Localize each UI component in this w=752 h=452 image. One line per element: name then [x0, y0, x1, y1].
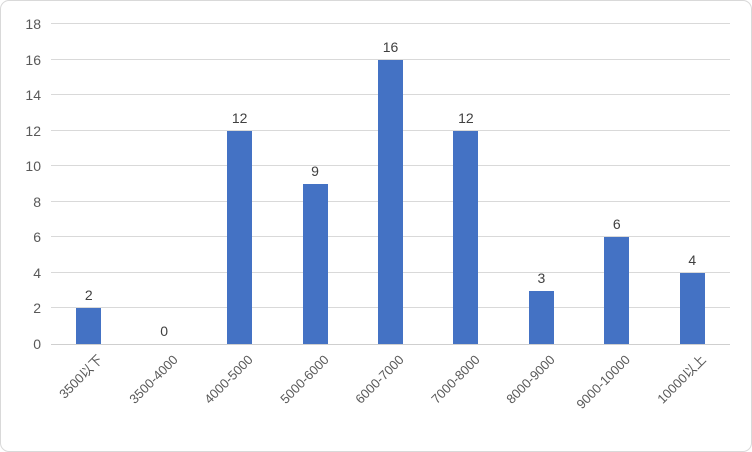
bar-value-label: 0 — [160, 323, 169, 339]
x-axis-label: 3500-4000 — [126, 352, 181, 407]
x-axis-label: 4000-5000 — [201, 352, 257, 407]
bar-value-label: 2 — [84, 287, 93, 304]
bar-value-label: 3 — [537, 269, 546, 286]
x-axis-label: 3500以下 — [55, 352, 106, 402]
y-axis-tick-label: 14 — [25, 87, 41, 104]
y-axis-tick-label: 8 — [33, 193, 41, 210]
bar-value-label: 12 — [231, 109, 248, 126]
y-axis-tick-label: 18 — [25, 16, 41, 32]
y-axis-tick-label: 6 — [33, 229, 41, 246]
x-axis-label: 6000-7000 — [352, 352, 408, 407]
bar[interactable] — [378, 59, 403, 344]
x-axis-label: 7000-8000 — [427, 352, 483, 407]
bar[interactable] — [604, 237, 630, 344]
y-axis-tick-label: 2 — [33, 300, 41, 317]
y-axis-tick-label: 10 — [25, 158, 41, 175]
bar[interactable] — [227, 130, 253, 344]
x-axis-label: 9000-10000 — [573, 352, 634, 412]
gridline — [51, 23, 730, 24]
x-axis-line — [51, 344, 730, 345]
y-axis-tick-label: 4 — [33, 264, 41, 281]
bar-value-label: 16 — [382, 38, 399, 55]
y-axis-tick-label: 0 — [33, 336, 41, 352]
x-axis-label: 5000-6000 — [277, 352, 332, 407]
x-axis-label: 10000以上 — [654, 352, 709, 407]
y-axis-tick-label: 16 — [25, 51, 41, 68]
bar-value-label: 9 — [311, 163, 319, 179]
bar-value-label: 12 — [458, 109, 474, 126]
bar[interactable] — [453, 130, 479, 344]
bar[interactable] — [302, 184, 328, 344]
bar-value-label: 4 — [688, 251, 697, 268]
gridline — [51, 58, 730, 60]
plot-area: 2 0 12 9 16 12 3 6 4 — [51, 23, 730, 345]
x-axis-label: 8000-9000 — [503, 352, 558, 407]
bar[interactable] — [679, 272, 705, 344]
bar[interactable] — [76, 308, 102, 344]
y-axis-tick-label: 12 — [25, 122, 41, 139]
bar-value-label: 6 — [612, 216, 621, 233]
bar[interactable] — [528, 290, 554, 344]
